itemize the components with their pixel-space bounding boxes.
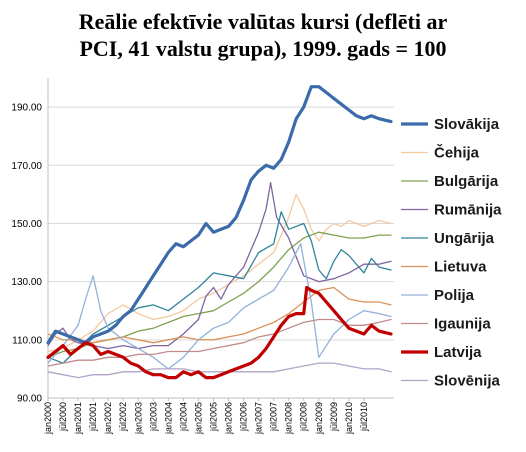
x-tick-label: jan2000: [43, 402, 53, 435]
chart-title: Reālie efektīvie valūtas kursi (deflēti …: [0, 8, 526, 62]
x-axis-ticks: jan2000 jūl2000 jan2001 jūl2001 jan2002 jūl20…: [43, 398, 369, 435]
series-line-10: [47, 362, 392, 379]
series-line-2: [47, 193, 392, 353]
x-tick-label: jūl2004: [178, 402, 188, 432]
y-tick-label: 150.00: [11, 219, 42, 230]
legend-label: Čehija: [434, 144, 480, 162]
x-tick-label: jan2005: [193, 402, 203, 435]
legend-label: Rumānija: [434, 202, 502, 219]
chart-title-line-1: Reālie efektīvie valūtas kursi (deflēti …: [78, 9, 448, 34]
series-lines: [46, 85, 393, 380]
legend-label: Polija: [434, 287, 475, 304]
series-line-1: [46, 85, 393, 345]
x-tick-label: jūl2003: [148, 402, 158, 432]
legend-label: Igaunija: [434, 316, 491, 333]
series-line-6: [47, 286, 392, 344]
x-tick-label: jūl2006: [239, 402, 249, 432]
y-tick-label: 170.00: [11, 161, 42, 172]
x-tick-label: jūl2005: [208, 402, 218, 432]
x-tick-label: jan2007: [254, 402, 264, 435]
legend-label: Ungārija: [434, 230, 495, 247]
y-tick-label: 90.00: [17, 394, 42, 405]
y-tick-label: 130.00: [11, 277, 42, 288]
legend: Slovākija Čehija Bulgārija Rumānija Ungārija…: [401, 116, 502, 390]
x-tick-label: jan2001: [73, 402, 83, 435]
x-tick-label: jan2004: [163, 402, 173, 435]
series-line-5: [47, 211, 392, 364]
gridlines: [47, 78, 394, 399]
y-tick-label: 190.00: [11, 103, 42, 114]
x-tick-label: jūl2000: [58, 402, 68, 432]
legend-label: Lietuva: [434, 259, 487, 276]
x-tick-label: jūl2002: [118, 402, 128, 432]
x-tick-label: jan2009: [314, 402, 324, 435]
legend-label: Latvija: [434, 344, 482, 361]
x-tick-label: jan2006: [224, 402, 234, 435]
y-tick-label: 110.00: [12, 335, 42, 346]
legend-label: Slovākija: [434, 116, 500, 133]
series-line-7: [47, 243, 392, 370]
chart-title-line-2: PCI, 41 valstu grupa), 1999. gads = 100: [79, 36, 447, 61]
series-line-8: [47, 318, 392, 367]
legend-label: Slovēnija: [434, 373, 501, 390]
x-tick-label: jūl2009: [329, 402, 339, 432]
x-tick-label: jūl2001: [88, 402, 98, 432]
legend-label: Bulgārija: [434, 173, 499, 190]
x-tick-label: jan2003: [133, 402, 143, 435]
series-line-9: [46, 285, 393, 380]
x-tick-label: jan2010: [344, 402, 354, 435]
x-tick-label: jan2002: [103, 402, 113, 435]
x-tick-label: jan2008: [284, 402, 294, 435]
x-tick-label: jūl2010: [359, 402, 369, 432]
y-axis-ticks: 90.00 110.00 130.00 150.00 170.00 190.00: [11, 103, 42, 405]
x-tick-label: jūl2007: [269, 402, 279, 432]
x-tick-label: jūl2008: [299, 402, 309, 432]
